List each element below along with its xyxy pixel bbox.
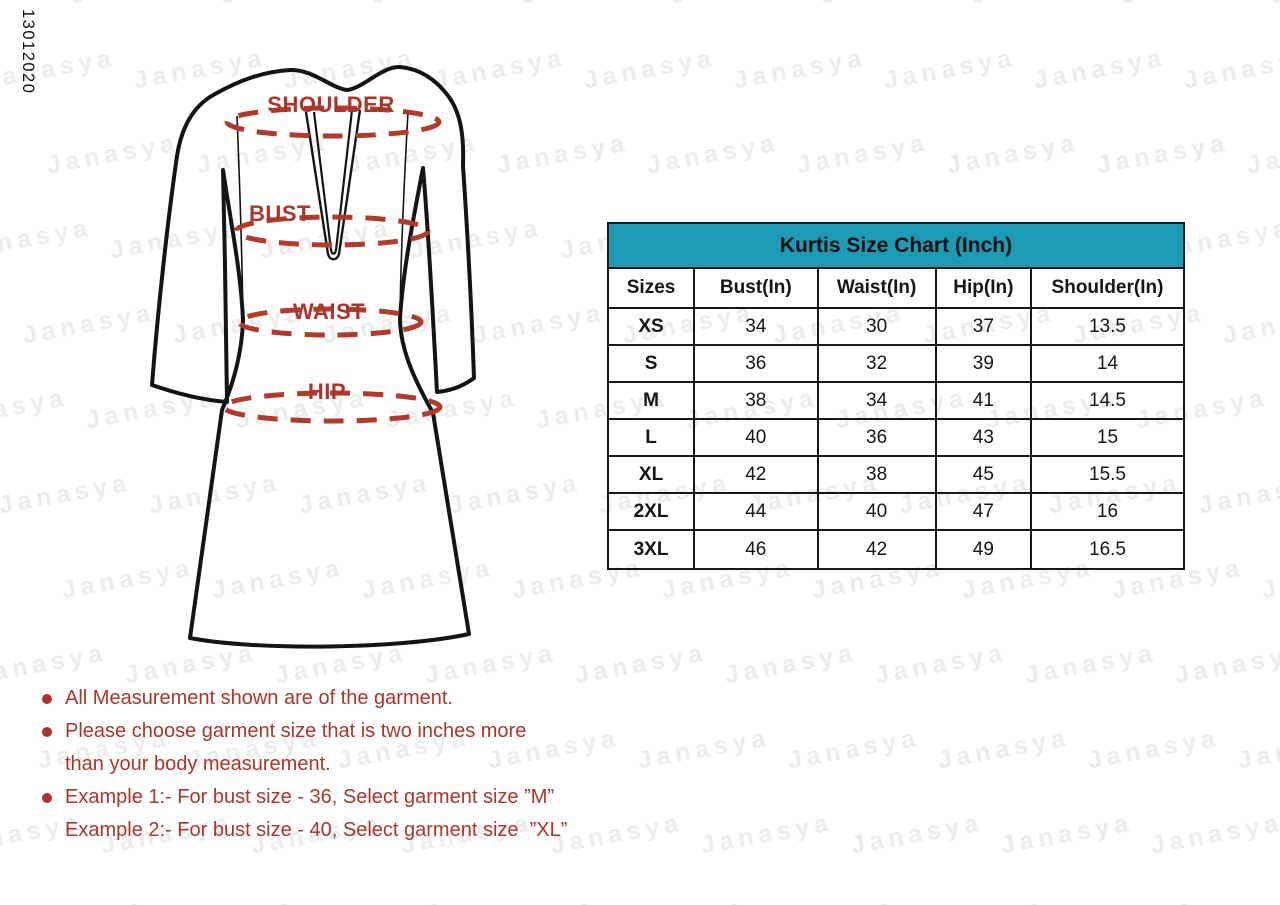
hip-cell: 49 bbox=[937, 531, 1033, 568]
shoulder-measure-ellipse bbox=[224, 105, 442, 139]
note-line: Example 1:- For bust size - 36, Select g… bbox=[65, 786, 555, 808]
note-line: than your body measurement. bbox=[65, 753, 331, 775]
waist-cell: 38 bbox=[818, 457, 937, 494]
waist-measure-ellipse bbox=[236, 306, 424, 338]
col-header-sizes: Sizes bbox=[609, 269, 696, 309]
bullet-icon bbox=[42, 793, 52, 803]
shoulder-cell: 14.5 bbox=[1032, 383, 1183, 420]
neck-slit-outer bbox=[304, 109, 362, 261]
table-title: Kurtis Size Chart (Inch) bbox=[609, 224, 1183, 269]
note-item: Please choose garment size that is two i… bbox=[42, 715, 682, 781]
waist-cell: 36 bbox=[818, 420, 937, 457]
size-cell: 3XL bbox=[609, 531, 696, 568]
hip-cell: 47 bbox=[936, 494, 1033, 531]
bust-label: BUST bbox=[249, 201, 311, 226]
shoulder-cell: 16 bbox=[1032, 494, 1183, 531]
col-header-shoulder: Shoulder(In) bbox=[1032, 269, 1183, 309]
measurement-notes: All Measurement shown are of the garment… bbox=[42, 682, 682, 847]
hip-measure-ellipse bbox=[221, 390, 443, 424]
size-chart-table: Kurtis Size Chart (Inch) Sizes Bust(In) … bbox=[607, 222, 1185, 570]
note-item: Example 1:- For bust size - 36, Select g… bbox=[42, 781, 682, 847]
bust-cell: 42 bbox=[695, 457, 819, 494]
note-line: Please choose garment size that is two i… bbox=[65, 720, 527, 742]
waist-label: WAIST bbox=[293, 299, 365, 324]
bullet-icon bbox=[42, 727, 52, 737]
neck-slit-inner bbox=[312, 109, 354, 255]
col-header-bust: Bust(In) bbox=[695, 269, 819, 309]
hip-cell: 41 bbox=[936, 383, 1033, 420]
size-cell: XS bbox=[609, 309, 696, 346]
size-cell: XL bbox=[609, 457, 696, 494]
hip-cell: 37 bbox=[936, 309, 1033, 346]
bust-cell: 44 bbox=[695, 494, 819, 531]
left-seam-line bbox=[236, 115, 244, 317]
size-cell: M bbox=[609, 383, 696, 420]
bust-measure-ellipse bbox=[233, 214, 431, 248]
shoulder-cell: 15 bbox=[1032, 420, 1183, 457]
shoulder-cell: 13.5 bbox=[1032, 309, 1183, 346]
product-code: 13012020 bbox=[19, 9, 37, 95]
shoulder-label: SHOULDER bbox=[267, 92, 394, 117]
col-header-waist: Waist(In) bbox=[818, 269, 937, 309]
hip-label: HIP bbox=[308, 379, 346, 404]
bust-cell: 36 bbox=[695, 346, 819, 383]
size-cell: 2XL bbox=[609, 494, 696, 531]
col-header-hip: Hip(In) bbox=[936, 269, 1033, 309]
garment-outline bbox=[150, 65, 476, 649]
note-item: All Measurement shown are of the garment… bbox=[42, 682, 682, 715]
waist-cell: 40 bbox=[818, 494, 937, 531]
shoulder-cell: 16.5 bbox=[1089, 538, 1126, 560]
note-line: All Measurement shown are of the garment… bbox=[65, 687, 453, 709]
hip-cell: 45 bbox=[936, 457, 1033, 494]
right-seam-line bbox=[399, 111, 409, 315]
bust-cell: 40 bbox=[695, 420, 819, 457]
shoulder-cell: 15.5 bbox=[1032, 457, 1183, 494]
waist-cell: 34 bbox=[818, 383, 937, 420]
bust-cell: 34 bbox=[695, 309, 819, 346]
bullet-icon bbox=[42, 694, 52, 704]
hip-cell: 39 bbox=[936, 346, 1033, 383]
note-line: Example 2:- For bust size - 40, Select g… bbox=[65, 819, 568, 841]
shoulder-cell: 14 bbox=[1032, 346, 1183, 383]
bust-cell: 46 bbox=[695, 531, 819, 568]
waist-cell: 32 bbox=[818, 346, 937, 383]
waist-cell: 30 bbox=[818, 309, 937, 346]
waist-cell: 42 bbox=[819, 531, 937, 568]
size-cell: S bbox=[609, 346, 696, 383]
bust-cell: 38 bbox=[695, 383, 819, 420]
hip-cell: 43 bbox=[936, 420, 1033, 457]
table-grid: Sizes Bust(In) Waist(In) Hip(In) Shoulde… bbox=[609, 269, 1183, 568]
size-cell: L bbox=[609, 420, 696, 457]
